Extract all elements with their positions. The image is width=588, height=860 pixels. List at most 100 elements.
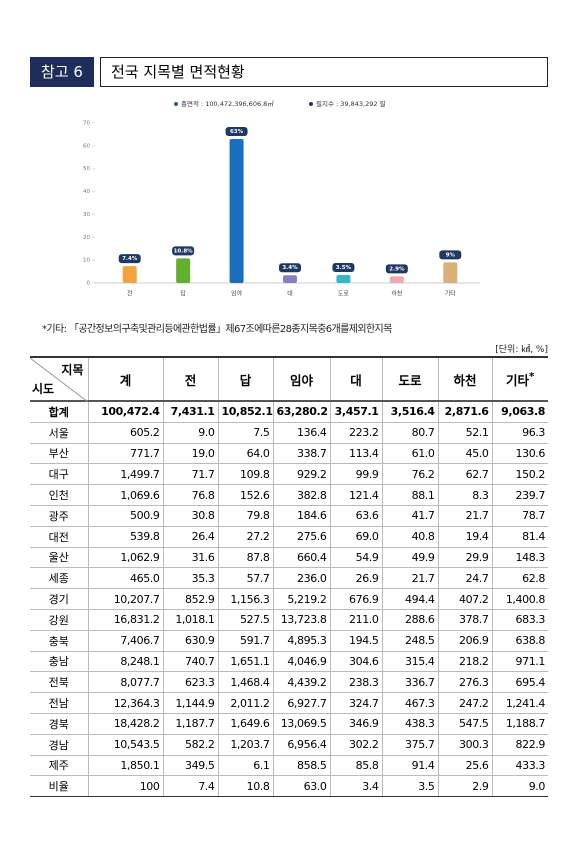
table-cell: 9,063.8 [491,400,548,423]
x-tick-label: 대 [287,290,293,298]
footnote: *기타: 「공간정보의구축및관리등에관한법률」제67조에따른28종지목중6개를제… [42,324,392,335]
table-cell: 494.4 [381,588,439,610]
table-cell: 136.4 [272,421,331,444]
table-cell: 8,077.7 [87,671,164,694]
table-cell: 605.2 [87,421,164,444]
table-cell: 676.9 [329,588,383,610]
table-cell: 31.6 [162,546,219,569]
table-cell: 99.9 [329,463,383,486]
table-cell: 25.6 [437,754,493,777]
column-header: 기타* [491,356,548,402]
table-cell: 218.2 [437,650,493,673]
table-cell: 276.3 [437,671,493,694]
table-cell: 539.8 [87,525,164,548]
y-tick-label: 20 [83,235,90,241]
row-label: 경북 [30,712,89,735]
table-cell: 57.7 [217,567,274,590]
table-cell: 771.7 [87,442,164,465]
value-label-bg [118,254,141,264]
table-cell: 1,069.6 [87,484,164,506]
table-cell: 76.8 [162,484,219,506]
table-cell: 1,241.4 [491,692,548,714]
table-cell: 338.7 [272,442,331,465]
table-cell: 184.6 [272,504,331,527]
table-cell: 236.0 [272,567,331,590]
table-row: 비율 100 7.4 10.8 63.0 3.4 3.5 2.9 9.0 [30,775,548,798]
bar [336,275,351,283]
row-label: 부산 [30,442,89,465]
table-row: 충북 7,406.7 630.9 591.7 4,895.3 194.5 248.5 206.… [30,629,548,652]
table-cell: 24.7 [437,567,493,590]
table-cell: 1,144.9 [162,692,219,714]
table-cell: 10,543.5 [87,733,164,756]
column-header: 하천 [437,356,493,402]
table-cell: 69.0 [329,525,383,548]
table-cell: 7,431.1 [162,400,219,423]
table-row: 부산 771.7 19.0 64.0 338.7 113.4 61.0 45.0 130.6 [30,442,548,465]
y-tick-label: 50 [83,166,90,172]
section-tag: 참고 6 [30,57,94,87]
table-cell: 349.5 [162,754,219,777]
table-row: 경기 10,207.7 852.9 1,156.3 5,219.2 676.9 494.4 4… [30,588,548,610]
row-label: 전북 [30,671,89,694]
value-label: 7.4% [122,256,138,262]
footnote-mark: * [529,370,535,383]
row-label: 비율 [30,775,89,798]
table-cell: 8,248.1 [87,650,164,673]
table-cell: 80.7 [381,421,439,444]
table-row: 충남 8,248.1 740.7 1,651.1 4,046.9 304.6 315.4 21… [30,650,548,673]
table-cell: 85.8 [329,754,383,777]
table-cell: 41.7 [381,504,439,527]
table-cell: 113.4 [329,442,383,465]
table-cell: 6,956.4 [272,733,331,756]
table-cell: 1,468.4 [217,671,274,694]
table-cell: 547.5 [437,712,493,735]
table-cell: 88.1 [381,484,439,506]
table-cell: 378.7 [437,608,493,631]
bar [389,276,404,283]
table-cell: 30.8 [162,504,219,527]
table-cell: 211.0 [329,608,383,631]
table-cell: 467.3 [381,692,439,714]
row-label: 합계 [30,400,89,423]
table-cell: 247.2 [437,692,493,714]
table-cell: 27.2 [217,525,274,548]
value-label: 10.8% [174,248,194,254]
diagonal [30,358,88,402]
table-cell: 4,439.2 [272,671,331,694]
table-row: 대전 539.8 26.4 27.2 275.6 69.0 40.8 19.4 81.4 [30,525,548,548]
table-cell: 45.0 [437,442,493,465]
legend-dot [309,102,313,106]
value-label: 2.9% [389,266,405,272]
table-cell: 6.1 [217,754,274,777]
table-row: 세종 465.0 35.3 57.7 236.0 26.9 21.7 24.7 62.8 [30,567,548,590]
row-label: 경남 [30,733,89,756]
table-cell: 1,156.3 [217,588,274,610]
table-cell: 1,062.9 [87,546,164,569]
bar [176,258,191,283]
table-cell: 1,651.1 [217,650,274,673]
table-cell: 527.5 [217,608,274,631]
row-label: 대전 [30,525,89,548]
table-cell: 10,852.1 [217,400,274,423]
table-cell: 239.7 [491,484,548,506]
table-cell: 1,850.1 [87,754,164,777]
unit-label: [단위: ㎢, %] [495,345,548,355]
table-cell: 64.0 [217,442,274,465]
table-cell: 304.6 [329,650,383,673]
table-cell: 63.0 [272,775,331,798]
table-cell: 10.8 [217,775,274,798]
table-cell: 96.3 [491,421,548,444]
table-cell: 13,723.8 [272,608,331,631]
table-row: 전북 8,077.7 623.3 1,468.4 4,439.2 238.3 336.7 27… [30,671,548,694]
table-cell: 500.9 [87,504,164,527]
table-cell: 660.4 [272,546,331,569]
corner-bottom: 시도 [32,382,55,396]
legend-text: 총면적 : 100,472,396,606.8㎡ [181,99,274,108]
table-cell: 740.7 [162,650,219,673]
table-cell: 76.2 [381,463,439,486]
table-cell: 10,207.7 [87,588,164,610]
column-header: 대 [329,356,383,402]
column-header: 전 [162,356,219,402]
row-label: 인천 [30,484,89,506]
